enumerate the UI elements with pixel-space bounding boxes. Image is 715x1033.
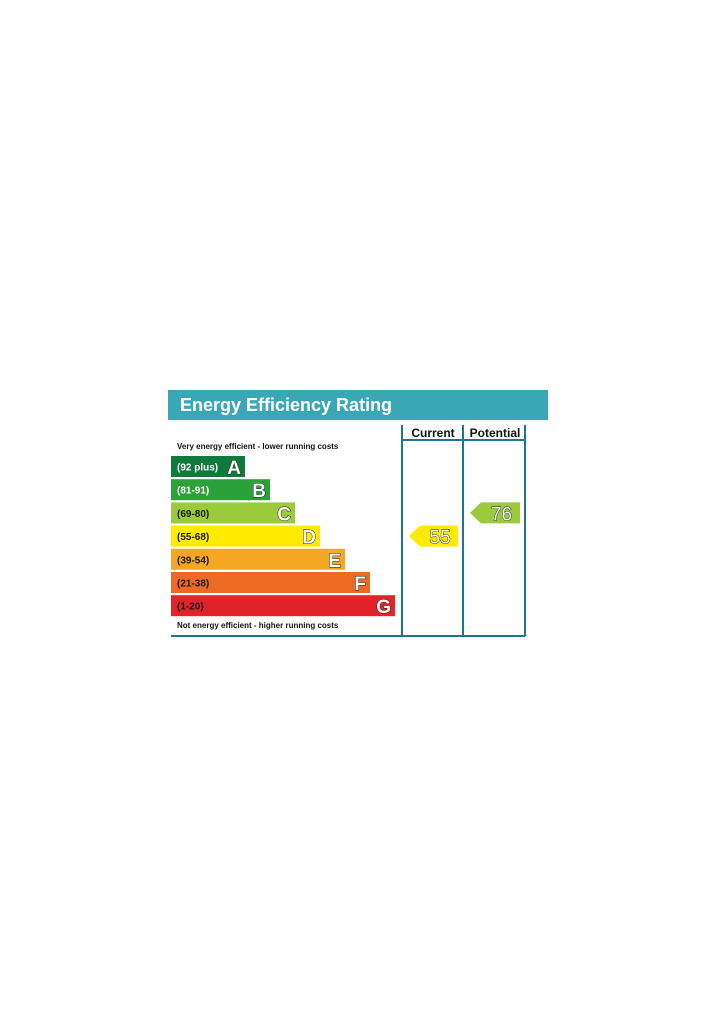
current-rating-value: 55	[429, 528, 450, 549]
band-range-e: (39-54)	[177, 555, 209, 566]
band-letter-a: A	[227, 458, 241, 479]
chart-title: Energy Efficiency Rating	[180, 395, 392, 415]
band-letter-e: E	[328, 551, 341, 572]
very-efficient-note: Very energy efficient - lower running co…	[177, 442, 339, 451]
not-efficient-note: Not energy efficient - higher running co…	[177, 621, 339, 630]
band-letter-c: C	[277, 504, 291, 525]
rating-scores: 55 76	[409, 502, 520, 549]
band-bar-g	[171, 595, 395, 617]
band-range-b: (81-91)	[177, 486, 209, 497]
band-bar-e	[171, 548, 345, 570]
band-bar-f	[171, 572, 370, 593]
potential-rating-arrow	[470, 502, 520, 524]
band-letter-b: B	[252, 481, 266, 502]
band-letter-f: F	[354, 574, 366, 595]
rating-bands: (92 plus) A (81-91) B (69-80) C (55-68) D (39-54…	[171, 456, 395, 619]
chart-frame	[171, 425, 526, 637]
band-bar-a	[171, 456, 245, 477]
current-column-header: Current	[411, 426, 454, 440]
band-bar-b	[171, 479, 270, 501]
band-range-f: (21-38)	[177, 579, 209, 590]
band-range-c: (69-80)	[177, 509, 209, 520]
current-rating-arrow	[409, 525, 458, 547]
band-range-d: (55-68)	[177, 532, 209, 543]
title-banner	[168, 390, 548, 420]
band-bar-c	[171, 502, 295, 524]
band-letter-g: G	[376, 597, 391, 618]
potential-rating-value: 76	[491, 504, 512, 525]
band-bar-d	[171, 525, 320, 547]
band-letter-d: D	[302, 528, 316, 549]
potential-column-header: Potential	[470, 426, 521, 440]
band-range-g: (1-20)	[177, 602, 204, 613]
band-range-a: (92 plus)	[177, 463, 218, 474]
